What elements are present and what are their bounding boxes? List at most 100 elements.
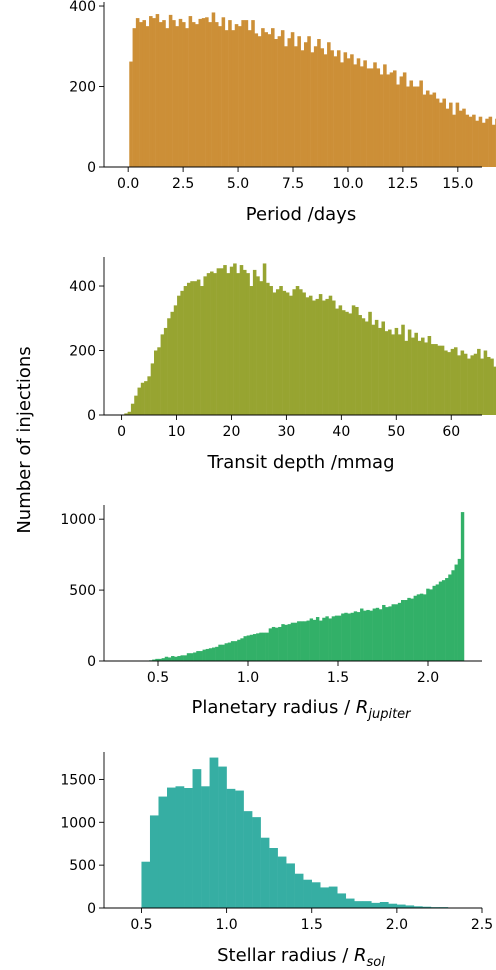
- histogram-bar: [252, 269, 257, 415]
- histogram-bar: [364, 321, 369, 415]
- histogram-bar: [325, 298, 329, 415]
- histogram-bar: [145, 26, 150, 168]
- histogram-bar: [233, 263, 237, 415]
- histogram-bar: [272, 292, 277, 415]
- y-tick-label: 0: [87, 408, 96, 424]
- histogram-bar: [259, 632, 263, 661]
- histogram-bar: [328, 295, 333, 415]
- histogram-bar: [268, 628, 273, 661]
- histogram-bar: [209, 757, 219, 908]
- x-tick-label: 2.0: [386, 917, 408, 933]
- histogram-bar: [366, 68, 371, 167]
- histogram-bar: [237, 639, 241, 661]
- histogram-bar: [244, 20, 249, 167]
- histogram-bar: [183, 655, 188, 661]
- histogram-bar: [205, 648, 210, 661]
- histogram-bar: [379, 74, 384, 167]
- x-tick-label: 2.5: [172, 176, 194, 192]
- histogram-bar: [228, 20, 232, 167]
- histogram-bar: [196, 279, 201, 415]
- y-tick-label: 400: [69, 0, 96, 15]
- histogram-bar: [155, 14, 160, 167]
- histogram-bar: [444, 350, 448, 415]
- histogram-bar: [154, 350, 158, 415]
- histogram-bar: [167, 657, 172, 661]
- histogram-bar: [293, 622, 298, 661]
- histogram-bar: [350, 612, 354, 661]
- histogram-bar: [417, 340, 422, 415]
- histogram-bar: [439, 102, 443, 167]
- histogram-bar: [447, 352, 451, 415]
- histogram-bar: [132, 28, 137, 167]
- x-tick-label: 0: [117, 424, 126, 440]
- histogram-bar: [218, 766, 227, 908]
- histogram-bar: [388, 329, 392, 415]
- histogram-bar: [340, 62, 344, 168]
- x-tick-label: 2.5: [471, 917, 493, 933]
- histogram-bar: [308, 295, 313, 415]
- histogram-bar: [167, 787, 176, 908]
- histogram-bar: [491, 124, 496, 167]
- histogram-bar: [285, 292, 290, 415]
- histogram-bar: [334, 615, 339, 661]
- histogram-bar: [164, 656, 169, 661]
- histogram-bar: [208, 22, 212, 168]
- histogram-bar: [144, 381, 148, 415]
- histogram-bar: [385, 607, 389, 661]
- histogram-bar: [320, 48, 325, 167]
- histogram-bar: [488, 116, 493, 167]
- histogram-bar: [320, 887, 329, 908]
- histogram-bar: [278, 626, 282, 661]
- histogram-bar: [338, 615, 342, 661]
- histogram-bar: [297, 621, 301, 661]
- y-tick-label: 0: [87, 901, 96, 917]
- histogram-bar: [137, 387, 142, 415]
- histogram-bar: [341, 613, 345, 661]
- histogram-bar: [441, 580, 446, 661]
- histogram-bar: [470, 355, 475, 415]
- histogram-bar: [297, 36, 301, 168]
- histogram-bar: [350, 54, 354, 167]
- histogram-bar: [440, 345, 445, 415]
- histogram-bar: [158, 22, 163, 168]
- histogram-bar: [226, 273, 231, 415]
- histogram-bar: [335, 308, 339, 415]
- histogram-bar: [201, 786, 210, 908]
- histogram-bar: [240, 638, 244, 661]
- histogram-bar: [425, 90, 430, 167]
- x-tick-label: 40: [332, 424, 350, 440]
- histogram-bar: [307, 36, 311, 168]
- histogram-bar: [313, 46, 318, 167]
- histogram-bar: [327, 42, 331, 167]
- histogram-bar: [218, 26, 222, 168]
- histogram-bar: [165, 28, 170, 167]
- histogram-bar: [478, 116, 483, 167]
- histogram-bar: [363, 610, 367, 661]
- histogram-bar: [274, 39, 278, 167]
- histogram-bar: [243, 269, 247, 415]
- histogram-bar: [170, 311, 175, 415]
- histogram-bar: [315, 617, 320, 661]
- x-axis-label: Planetary radius / Rjupiter: [191, 697, 412, 722]
- histogram-bar: [261, 28, 265, 167]
- histogram-bar: [435, 584, 440, 661]
- histogram-bar: [336, 50, 341, 167]
- histogram-bar: [231, 30, 236, 168]
- histogram-bar: [266, 282, 270, 415]
- histogram-bar: [310, 52, 315, 167]
- histogram-bar: [260, 837, 270, 908]
- histogram-bar: [399, 76, 404, 167]
- histogram-bar: [451, 570, 455, 661]
- histogram-bar: [195, 24, 199, 167]
- histogram-bar: [172, 20, 176, 167]
- x-tick-label: 20: [223, 424, 241, 440]
- histogram-bar: [465, 114, 470, 167]
- histogram-bar: [460, 512, 465, 661]
- histogram-bar: [175, 26, 179, 168]
- histogram-bar: [213, 273, 217, 415]
- histogram-bar: [142, 20, 147, 167]
- histogram-bar: [129, 61, 133, 168]
- histogram-bar: [292, 289, 296, 415]
- histogram-bar: [229, 266, 234, 415]
